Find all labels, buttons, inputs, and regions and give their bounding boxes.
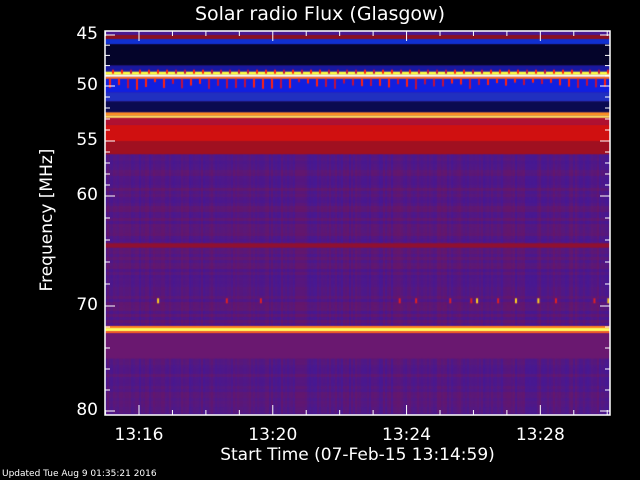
x-tick-label: 13:16	[114, 425, 164, 445]
y-tick-label: 80	[76, 400, 98, 420]
updated-timestamp: Updated Tue Aug 9 01:35:21 2016	[2, 469, 157, 479]
x-axis-label: Start Time (07-Feb-15 13:14:59)	[220, 445, 495, 465]
y-tick-label: 60	[76, 185, 98, 205]
spectrogram	[105, 31, 610, 415]
y-tick-label: 45	[76, 24, 98, 44]
chart-title: Solar radio Flux (Glasgow)	[194, 3, 446, 25]
y-tick-label: 70	[76, 295, 98, 315]
x-tick-label: 13:28	[515, 425, 565, 445]
plot-frame	[104, 30, 611, 416]
x-tick-label: 13:24	[382, 425, 432, 445]
y-axis-label: Frequency [MHz]	[37, 148, 57, 292]
x-tick-label: 13:20	[248, 425, 298, 445]
y-tick-label: 55	[76, 130, 98, 150]
y-tick-label: 50	[76, 75, 98, 95]
